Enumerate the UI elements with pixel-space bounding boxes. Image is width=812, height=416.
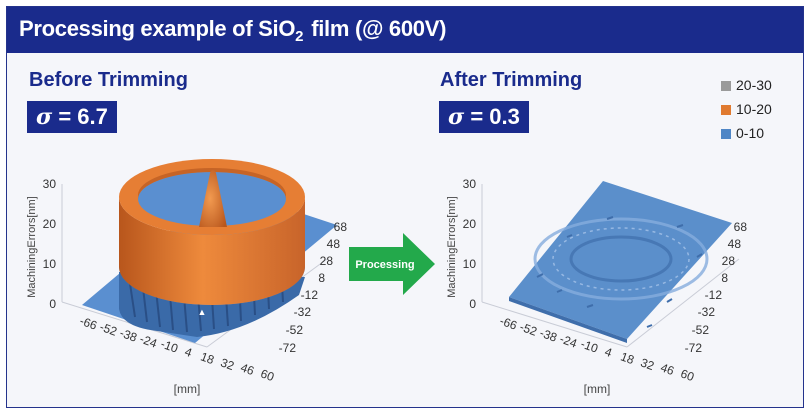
before-ring-outer-wall [119, 197, 305, 305]
before-y-tick-labels: 68 48 28 8 -12 -32 -52 -72 [279, 220, 348, 355]
figure-title: Processing example of SiO2 film (@ 600V) [19, 16, 447, 45]
after-x-tick-labels: -66 -52 -38 -24 -10 4 18 32 46 60 [498, 314, 697, 385]
after-residual-ring-outer [533, 217, 709, 301]
legend-swatch [721, 81, 731, 91]
before-y-tick: 48 [327, 237, 341, 251]
before-z-tick: 10 [43, 257, 57, 271]
after-x-tick: 60 [679, 366, 697, 384]
before-z-tick: 30 [43, 177, 57, 191]
after-sigma-symbol: σ [448, 104, 465, 130]
legend-label: 0-10 [736, 125, 765, 141]
after-y-tick: 8 [721, 271, 728, 285]
after-base-edge [509, 297, 627, 343]
after-y-tick: 48 [728, 237, 742, 251]
before-sigma-badge: σ = 6.7 [27, 101, 117, 133]
after-x-unit-label: [mm] [584, 382, 611, 396]
before-sigma-value: = 6.7 [52, 104, 108, 129]
after-x-tick: -52 [518, 320, 539, 339]
figure-title-tail: film (@ 600V) [311, 16, 447, 41]
after-y-tick: -52 [692, 323, 710, 337]
before-x-tick: -52 [98, 320, 119, 339]
after-z-tick: 20 [463, 217, 477, 231]
after-z-tick: 0 [469, 297, 476, 311]
before-y-tick: -32 [294, 305, 312, 319]
legend-swatch [721, 105, 731, 115]
before-y-tick: -52 [286, 323, 304, 337]
title-banner: Processing example of SiO2 film (@ 600V) [7, 7, 803, 53]
before-x-tick: 60 [259, 366, 277, 384]
after-y-tick: 68 [734, 220, 748, 234]
after-z-tick-labels: 30 20 10 0 [463, 177, 477, 311]
after-residual-ring-inner [569, 235, 673, 283]
after-z-axis-label: MachiningErrors[nm] [446, 196, 458, 297]
before-sigma-symbol: σ [36, 104, 53, 130]
after-surface-plot: 30 20 10 0 MachiningErrors[nm] -66 -52 -… [446, 177, 748, 396]
before-z-tick-labels: 30 20 10 0 [43, 177, 57, 311]
before-x-tick: -66 [78, 314, 99, 333]
after-x-axis-line [481, 301, 628, 348]
after-title: After Trimming [440, 69, 583, 91]
after-x-tick: 18 [619, 349, 637, 367]
after-x-tick: 46 [659, 360, 677, 378]
before-x-tick: -38 [118, 326, 139, 345]
before-y-tick: 28 [320, 254, 334, 268]
before-z-axis-label: MachiningErrors[nm] [26, 196, 38, 297]
after-surface-texture [536, 216, 703, 328]
after-x-tick: 32 [639, 355, 657, 373]
before-x-tick-labels: -66 -52 -38 -24 -10 4 18 32 46 60 [78, 314, 277, 385]
before-title: Before Trimming [29, 69, 188, 91]
after-z-tick: 10 [463, 257, 477, 271]
after-y-tick-labels: 68 48 28 8 -12 -32 -52 -72 [685, 220, 748, 355]
figure-title-subscript: 2 [295, 28, 304, 45]
before-x-unit-label: [mm] [174, 382, 201, 396]
after-z-tick: 30 [463, 177, 477, 191]
after-sigma-value: = 0.3 [464, 104, 520, 129]
after-y-tick: -12 [705, 288, 723, 302]
legend-swatch [721, 129, 731, 139]
processing-arrow-label: Processing [355, 259, 414, 271]
after-sigma-badge: σ = 0.3 [439, 101, 529, 133]
before-center-spike [199, 170, 227, 227]
processing-arrow-shape [349, 233, 435, 295]
processing-arrow: Processing [349, 233, 435, 295]
before-z-tick: 20 [43, 217, 57, 231]
before-surface-plot: ▲ 30 20 10 0 MachiningErrors[nm] -66 -52… [26, 159, 348, 396]
before-y-tick: -72 [279, 341, 297, 355]
after-x-tick: 4 [603, 345, 614, 361]
before-x-tick: 46 [239, 360, 257, 378]
after-y-tick: -32 [698, 305, 716, 319]
after-y-axis-line [626, 258, 740, 348]
before-x-tick: 32 [219, 355, 237, 373]
after-y-tick: -72 [685, 341, 703, 355]
after-x-tick: -24 [558, 332, 579, 351]
before-x-tick: 18 [199, 349, 217, 367]
legend-label: 20-30 [736, 77, 772, 93]
before-x-tick: 4 [183, 345, 194, 361]
before-x-tick: -10 [159, 337, 180, 356]
before-y-tick: 68 [334, 220, 348, 234]
after-axes [481, 184, 740, 348]
after-x-tick: -38 [538, 326, 559, 345]
after-x-tick: -10 [579, 337, 600, 356]
after-x-tick: -66 [498, 314, 519, 333]
before-floor-artifact: ▲ [198, 307, 207, 317]
after-residual-ring-texture [552, 227, 690, 291]
legend-label: 10-20 [736, 101, 772, 117]
after-base-plane [509, 181, 732, 339]
before-y-tick: 8 [318, 271, 325, 285]
before-x-tick: -24 [138, 332, 159, 351]
after-y-tick: 28 [722, 254, 736, 268]
before-y-tick: -12 [301, 288, 319, 302]
figure-frame: Processing example of SiO2 film (@ 600V) … [6, 6, 804, 408]
figure-title-main: Processing example of SiO [19, 16, 296, 41]
before-z-tick: 0 [49, 297, 56, 311]
